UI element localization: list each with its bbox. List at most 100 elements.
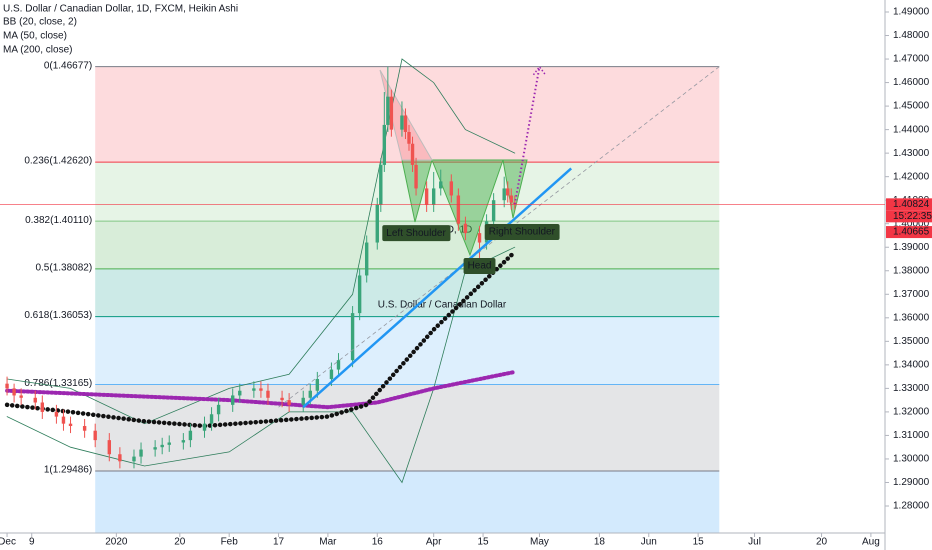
fib-label: 0.618(1.36053) (24, 310, 92, 321)
candle-body (68, 423, 73, 427)
annotation-box (382, 225, 451, 242)
candle-body (188, 430, 193, 441)
candle-body (181, 440, 186, 443)
annotation: Left Shoulder (382, 225, 451, 242)
x-tick-label: 16 (372, 537, 384, 548)
y-tick-label: 1.39000 (893, 242, 930, 253)
candle-body (386, 96, 390, 125)
candle-body (252, 388, 256, 391)
candle-body (167, 442, 171, 445)
x-tick-label: 2020 (105, 537, 128, 548)
y-tick-label: 1.34000 (893, 359, 930, 370)
candle-body (506, 188, 510, 196)
candle-body (231, 395, 235, 405)
candle-body (33, 397, 37, 403)
candle-body (259, 388, 263, 391)
y-tick-label: 1.32000 (893, 407, 930, 418)
x-tick-label: Aug (862, 537, 880, 548)
candle-body (266, 390, 270, 398)
indicator-label: BB (20, close, 2) (3, 17, 77, 28)
candle-body (107, 440, 112, 455)
x-tick-label: 9 (29, 537, 35, 548)
fib-trend (278, 66, 720, 408)
candle-body (424, 188, 429, 205)
candle-body (375, 204, 379, 243)
y-tick-label: 1.43000 (893, 148, 930, 159)
annotation-text: Left Shoulder (386, 228, 446, 239)
ma50 (4, 249, 518, 429)
candle-body (403, 115, 408, 132)
candle-body (357, 275, 362, 314)
candle-body (160, 444, 164, 448)
x-tick-label: Apr (426, 537, 442, 548)
countdown: 15:22:35 (893, 211, 932, 222)
candle-body (509, 195, 513, 203)
price-tag-label: 1.40824 (893, 199, 930, 210)
candle-body (400, 115, 404, 130)
candle-body (439, 181, 443, 189)
candle-body (280, 397, 284, 401)
fib-band (95, 66, 720, 163)
candle-body (139, 449, 143, 457)
candle-body (382, 124, 387, 165)
candle-body (364, 242, 369, 276)
candle-body (456, 195, 461, 224)
fib-label: 0.382(1.40110) (25, 215, 92, 226)
y-tick-label: 1.38000 (893, 265, 930, 276)
annotation-box (463, 258, 496, 275)
chart-title: U.S. Dollar / Canadian Dollar, 1D, FXCM,… (3, 4, 238, 15)
x-tick-label: 18 (594, 537, 606, 548)
y-tick-label: 1.45000 (893, 101, 930, 112)
candle-body (19, 395, 23, 398)
candle-body (5, 383, 9, 389)
candle-body (238, 390, 242, 396)
fib-band (95, 471, 720, 533)
candle-body (407, 131, 411, 144)
drawings (278, 65, 720, 409)
candle-body (202, 423, 207, 431)
y-tick-label: 1.49000 (893, 7, 930, 18)
y-tick-label: 1.44000 (893, 124, 930, 135)
price-tag-label: 1.40665 (893, 227, 930, 238)
y-tick-label: 1.28000 (893, 501, 930, 512)
y-tick-label: 1.36000 (893, 312, 930, 323)
candle-body (118, 454, 122, 462)
annotation: Head (463, 258, 496, 275)
y-tick-label: 1.42000 (893, 171, 930, 182)
candle-body (61, 416, 66, 424)
candle-body (491, 200, 496, 222)
y-tick-label: 1.47000 (893, 54, 930, 65)
annotation-box (484, 223, 560, 240)
y-tick-label: 1.37000 (893, 289, 930, 300)
candle-body (54, 411, 59, 417)
candle-body (389, 96, 394, 130)
x-tick-label: 20 (174, 537, 186, 548)
y-tick-label: 1.30000 (893, 454, 930, 465)
fib-label: 0.786(1.33165) (24, 378, 92, 389)
fib-label: 0.5(1.38082) (35, 262, 92, 273)
candle-body (379, 164, 383, 205)
y-tick-label: 1.33000 (893, 383, 930, 394)
candle-body (301, 397, 305, 405)
y-tick-label: 1.35000 (893, 336, 930, 347)
candle-body (329, 369, 334, 379)
x-tick-label: Dec (0, 537, 16, 548)
y-tick-label: 1.40000 (893, 218, 930, 229)
candle-body (350, 313, 355, 361)
x-tick-label: May (530, 537, 549, 548)
candle-body (477, 233, 482, 243)
candle-body (463, 223, 468, 234)
x-tick-label: Mar (319, 537, 337, 548)
fib-label: 0.236(1.42620) (24, 156, 92, 167)
x-tick-label: Jun (641, 537, 657, 548)
candle-body (82, 426, 87, 431)
indicator-label: MA (200, close) (3, 45, 72, 56)
candle-body (40, 402, 45, 412)
price-tag (886, 198, 932, 211)
price-axis-panel (885, 0, 932, 550)
candle-body (449, 181, 454, 196)
candle-body (93, 430, 97, 441)
candle-body (216, 404, 221, 415)
